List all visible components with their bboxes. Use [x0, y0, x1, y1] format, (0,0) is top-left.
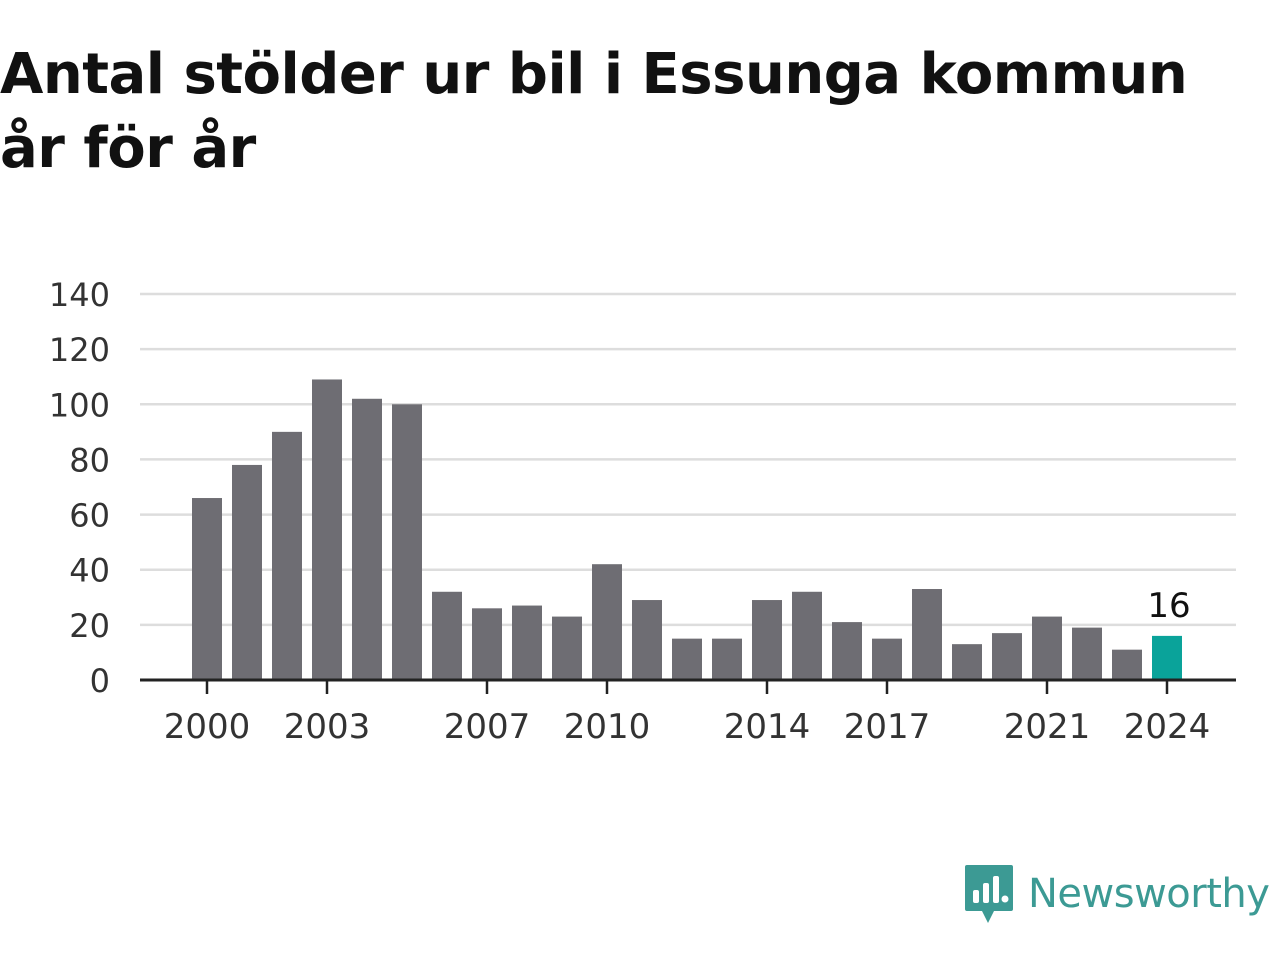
y-tick-label: 20 [69, 607, 110, 645]
y-tick-label: 40 [69, 552, 110, 590]
bar-2012 [672, 638, 702, 680]
x-tick-label: 2024 [1124, 707, 1211, 747]
chart-title-line-2: år för år [0, 116, 256, 181]
bar-2007 [472, 608, 502, 680]
y-tick-label: 100 [49, 386, 110, 424]
y-tick-label: 120 [49, 331, 110, 369]
bar-2003 [312, 379, 342, 680]
bar-2000 [192, 498, 222, 680]
x-axis-ticks: 2000 2003 2007 2010 2014 2017 2021 2024 [164, 680, 1211, 747]
bar-2016 [832, 622, 862, 680]
bar-2017 [872, 638, 902, 680]
bar-2005 [392, 404, 422, 680]
chart-title: Antal stölder ur bil i Essunga kommun år… [0, 38, 1270, 186]
y-tick-label: 0 [90, 662, 110, 700]
bar-2015 [792, 591, 822, 680]
brand-name: Newsworthy [1028, 871, 1270, 917]
bar-2006 [432, 591, 462, 680]
grid-lines [140, 292, 1236, 627]
x-tick-label: 2014 [724, 707, 811, 747]
y-tick-label: 60 [69, 497, 110, 535]
bar-2004 [352, 398, 382, 680]
bar-2014 [752, 600, 782, 680]
y-tick-label: 140 [49, 276, 110, 314]
bar-2024 [1152, 635, 1182, 680]
bar-2010 [592, 564, 622, 680]
newsworthy-logo: Newsworthy [964, 862, 1270, 926]
newsworthy-logo-icon [965, 865, 1013, 923]
bar-2023 [1112, 649, 1142, 680]
bar-2020 [992, 633, 1022, 680]
bar-2013 [712, 638, 742, 680]
x-tick-label: 2007 [444, 707, 531, 747]
bar-2021 [1032, 616, 1062, 680]
bar-2018 [912, 589, 942, 680]
data-labels: 16 [1147, 586, 1190, 626]
chart-title-line-1: Antal stölder ur bil i Essunga kommun [0, 42, 1188, 107]
y-tick-label: 80 [69, 441, 110, 479]
x-tick-label: 2003 [284, 707, 371, 747]
bar-2002 [272, 431, 302, 680]
x-tick-label: 2000 [164, 707, 251, 747]
x-tick-label: 2010 [564, 707, 651, 747]
bar-2022 [1072, 627, 1102, 680]
x-tick-label: 2017 [844, 707, 931, 747]
bar-2008 [512, 605, 542, 680]
y-axis-tick-labels: 0 20 40 60 80 100 120 140 [49, 276, 110, 700]
bar-2001 [232, 464, 262, 680]
bar-2009 [552, 616, 582, 680]
x-tick-label: 2021 [1004, 707, 1091, 747]
bars [192, 379, 1182, 680]
data-label-2024: 16 [1147, 586, 1190, 626]
bar-2019 [952, 644, 982, 680]
bar-2011 [632, 600, 662, 680]
